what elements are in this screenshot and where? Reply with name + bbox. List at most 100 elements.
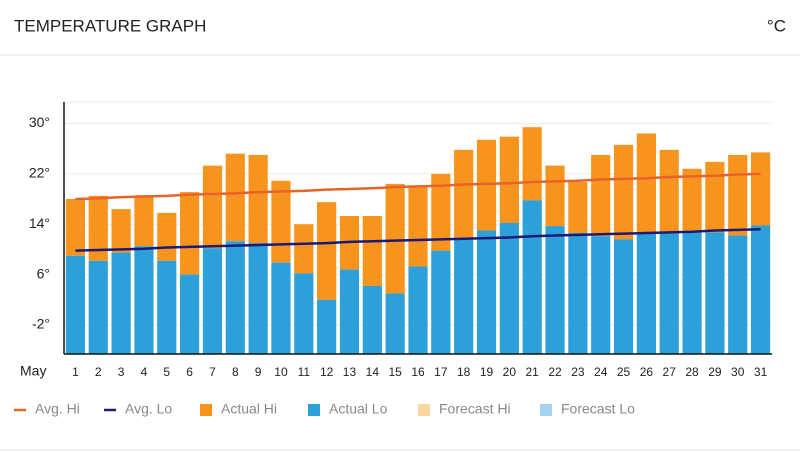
bar	[180, 274, 200, 354]
bar	[294, 273, 314, 354]
bar	[499, 222, 519, 354]
bar	[568, 233, 588, 354]
x-tick-label: 30	[731, 365, 745, 379]
bar	[317, 202, 337, 300]
x-tick-label: 4	[141, 365, 148, 379]
bar	[202, 248, 223, 354]
x-tick-label: 24	[594, 365, 608, 379]
bar	[476, 139, 497, 231]
bar	[636, 133, 656, 234]
x-tick-label: 1	[72, 365, 79, 379]
bar	[431, 250, 451, 354]
bar	[65, 255, 86, 354]
legend-label: Actual Hi	[221, 401, 277, 417]
x-tick-label: 13	[343, 365, 357, 379]
bar	[362, 216, 382, 286]
bar	[682, 231, 702, 354]
x-tick-label: 14	[366, 365, 380, 379]
line	[75, 228, 761, 252]
bar	[499, 136, 519, 223]
bar	[728, 235, 748, 354]
bar	[385, 183, 405, 294]
bar	[248, 154, 268, 244]
x-tick-label: 21	[526, 365, 540, 379]
x-tick-label: 15	[388, 365, 402, 379]
line	[75, 172, 761, 201]
x-tick-label: 31	[754, 365, 768, 379]
x-tick-label: 17	[434, 365, 448, 379]
bar	[157, 260, 177, 354]
bar	[248, 243, 268, 354]
bar	[750, 152, 771, 226]
legend-swatch	[418, 404, 430, 416]
bar	[591, 154, 611, 237]
x-tick-label: 18	[457, 365, 471, 379]
bar	[134, 246, 154, 354]
unit-label: °C	[767, 16, 786, 35]
bar	[294, 224, 314, 274]
x-tick-label: 23	[571, 365, 585, 379]
bar	[317, 299, 337, 354]
x-tick-label: 7	[209, 365, 216, 379]
bar	[545, 165, 565, 227]
bar	[454, 239, 474, 354]
bar	[111, 209, 131, 253]
bar	[157, 212, 177, 261]
x-tick-label: 29	[708, 365, 722, 379]
x-axis-label: May	[20, 363, 46, 379]
legend-label: Avg. Lo	[125, 401, 172, 417]
x-tick-label: 19	[480, 365, 494, 379]
x-tick-label: 9	[255, 365, 262, 379]
bar	[454, 149, 474, 240]
bar	[682, 168, 702, 232]
legend-label: Forecast Hi	[439, 401, 511, 417]
bar	[522, 127, 542, 201]
bar	[476, 230, 497, 354]
bar	[111, 252, 131, 354]
x-tick-label: 20	[503, 365, 517, 379]
x-tick-label: 5	[163, 365, 170, 379]
bar	[522, 200, 542, 354]
bar	[636, 233, 656, 354]
bar	[408, 266, 428, 354]
x-tick-label: 22	[548, 365, 562, 379]
y-tick-label: 30°	[29, 114, 50, 130]
legend-label: Avg. Hi	[35, 401, 80, 417]
bar	[180, 192, 200, 275]
x-tick-label: 11	[298, 365, 311, 379]
x-tick-label: 6	[186, 365, 193, 379]
bar	[88, 260, 108, 354]
bar	[408, 185, 428, 267]
x-tick-label: 28	[685, 365, 699, 379]
bar	[225, 153, 245, 242]
bar	[385, 293, 405, 354]
bar	[271, 262, 291, 354]
x-tick-label: 12	[320, 365, 334, 379]
legend-swatch	[200, 404, 212, 416]
x-tick-label: 2	[95, 365, 102, 379]
x-tick-label: 3	[118, 365, 125, 379]
chart-title: TEMPERATURE GRAPH	[14, 16, 206, 35]
x-tick-label: 25	[617, 365, 631, 379]
bar	[202, 165, 223, 249]
bar	[65, 199, 86, 256]
x-tick-label: 26	[640, 365, 654, 379]
bar	[431, 173, 451, 251]
bar	[134, 195, 154, 247]
bar	[271, 180, 291, 263]
bar	[613, 239, 634, 354]
bar	[705, 232, 725, 354]
bar	[362, 285, 382, 354]
y-tick-label: 14°	[29, 215, 50, 231]
y-tick-label: -2°	[32, 316, 50, 332]
bar	[659, 149, 679, 233]
bar	[750, 225, 771, 354]
bar	[339, 269, 360, 354]
bar	[568, 182, 588, 234]
bar	[613, 144, 634, 240]
x-tick-label: 8	[232, 365, 239, 379]
bar	[659, 232, 679, 354]
legend-swatch	[308, 404, 320, 416]
y-tick-label: 6°	[37, 265, 50, 281]
